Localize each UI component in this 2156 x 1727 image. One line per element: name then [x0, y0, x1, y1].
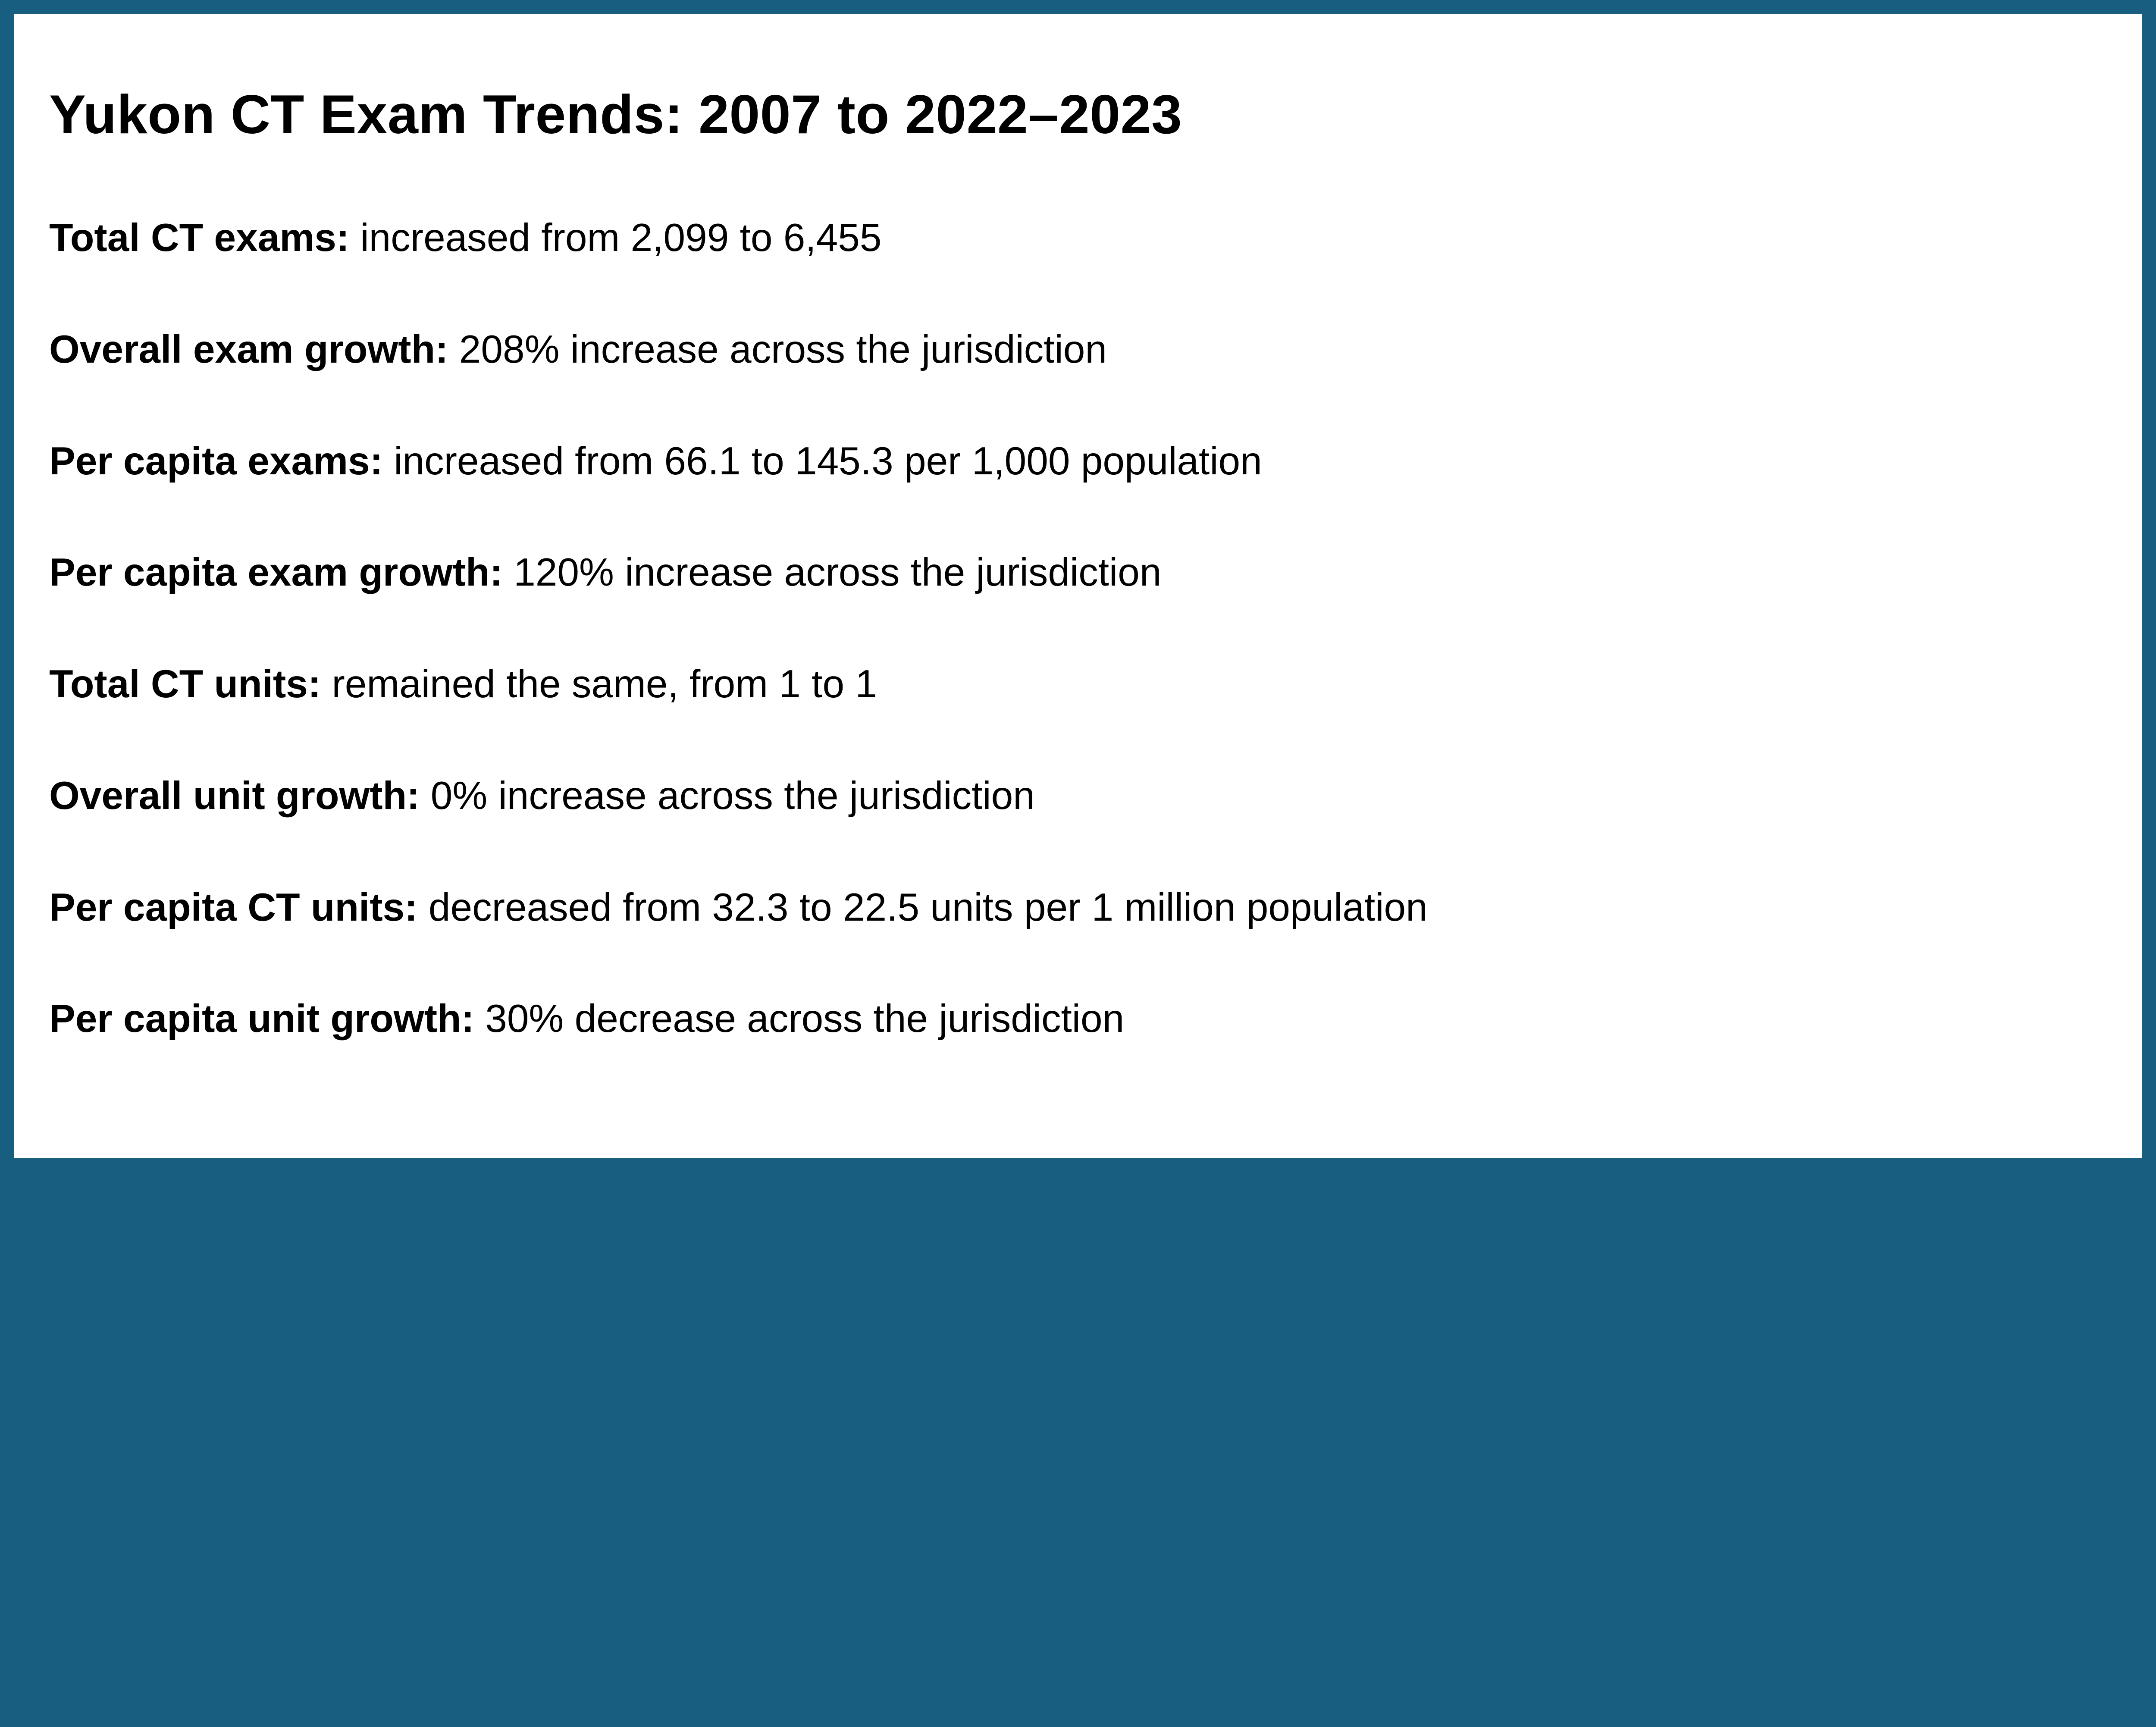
- stat-value: 0% increase across the jurisdiction: [430, 774, 1035, 818]
- stat-value: decreased from 32.3 to 22.5 units per 1 …: [428, 885, 1428, 929]
- stat-label: Per capita CT units:: [49, 885, 418, 929]
- stat-value: increased from 66.1 to 145.3 per 1,000 p…: [394, 439, 1262, 483]
- stat-label: Per capita exams:: [49, 439, 383, 483]
- stat-label: Per capita exam growth:: [49, 551, 503, 595]
- stat-line-per-capita-exams: Per capita exams: increased from 66.1 to…: [49, 437, 2107, 486]
- stat-line-per-capita-units: Per capita CT units: decreased from 32.3…: [49, 883, 2107, 932]
- stat-value: 120% increase across the jurisdiction: [514, 551, 1162, 595]
- summary-card: Yukon CT Exam Trends: 2007 to 2022–2023 …: [0, 0, 2156, 1172]
- stat-line-unit-growth: Overall unit growth: 0% increase across …: [49, 771, 2107, 821]
- stat-label: Per capita unit growth:: [49, 997, 474, 1041]
- stat-line-per-capita-exam-growth: Per capita exam growth: 120% increase ac…: [49, 548, 2107, 597]
- stat-line-exam-growth: Overall exam growth: 208% increase acros…: [49, 325, 2107, 374]
- stat-value: increased from 2,099 to 6,455: [360, 216, 882, 260]
- stat-line-total-exams: Total CT exams: increased from 2,099 to …: [49, 213, 2107, 263]
- stat-value: 208% increase across the jurisdiction: [459, 327, 1107, 371]
- stat-line-total-units: Total CT units: remained the same, from …: [49, 660, 2107, 709]
- stat-label: Total CT exams:: [49, 216, 350, 260]
- page-title: Yukon CT Exam Trends: 2007 to 2022–2023: [49, 84, 1182, 145]
- stat-label: Overall unit growth:: [49, 774, 420, 818]
- stat-label: Total CT units:: [49, 662, 321, 706]
- stat-label: Overall exam growth:: [49, 327, 448, 371]
- stat-value: remained the same, from 1 to 1: [332, 662, 877, 706]
- stat-value: 30% decrease across the jurisdiction: [485, 997, 1125, 1041]
- stat-line-per-capita-unit-growth: Per capita unit growth: 30% decrease acr…: [49, 994, 2107, 1044]
